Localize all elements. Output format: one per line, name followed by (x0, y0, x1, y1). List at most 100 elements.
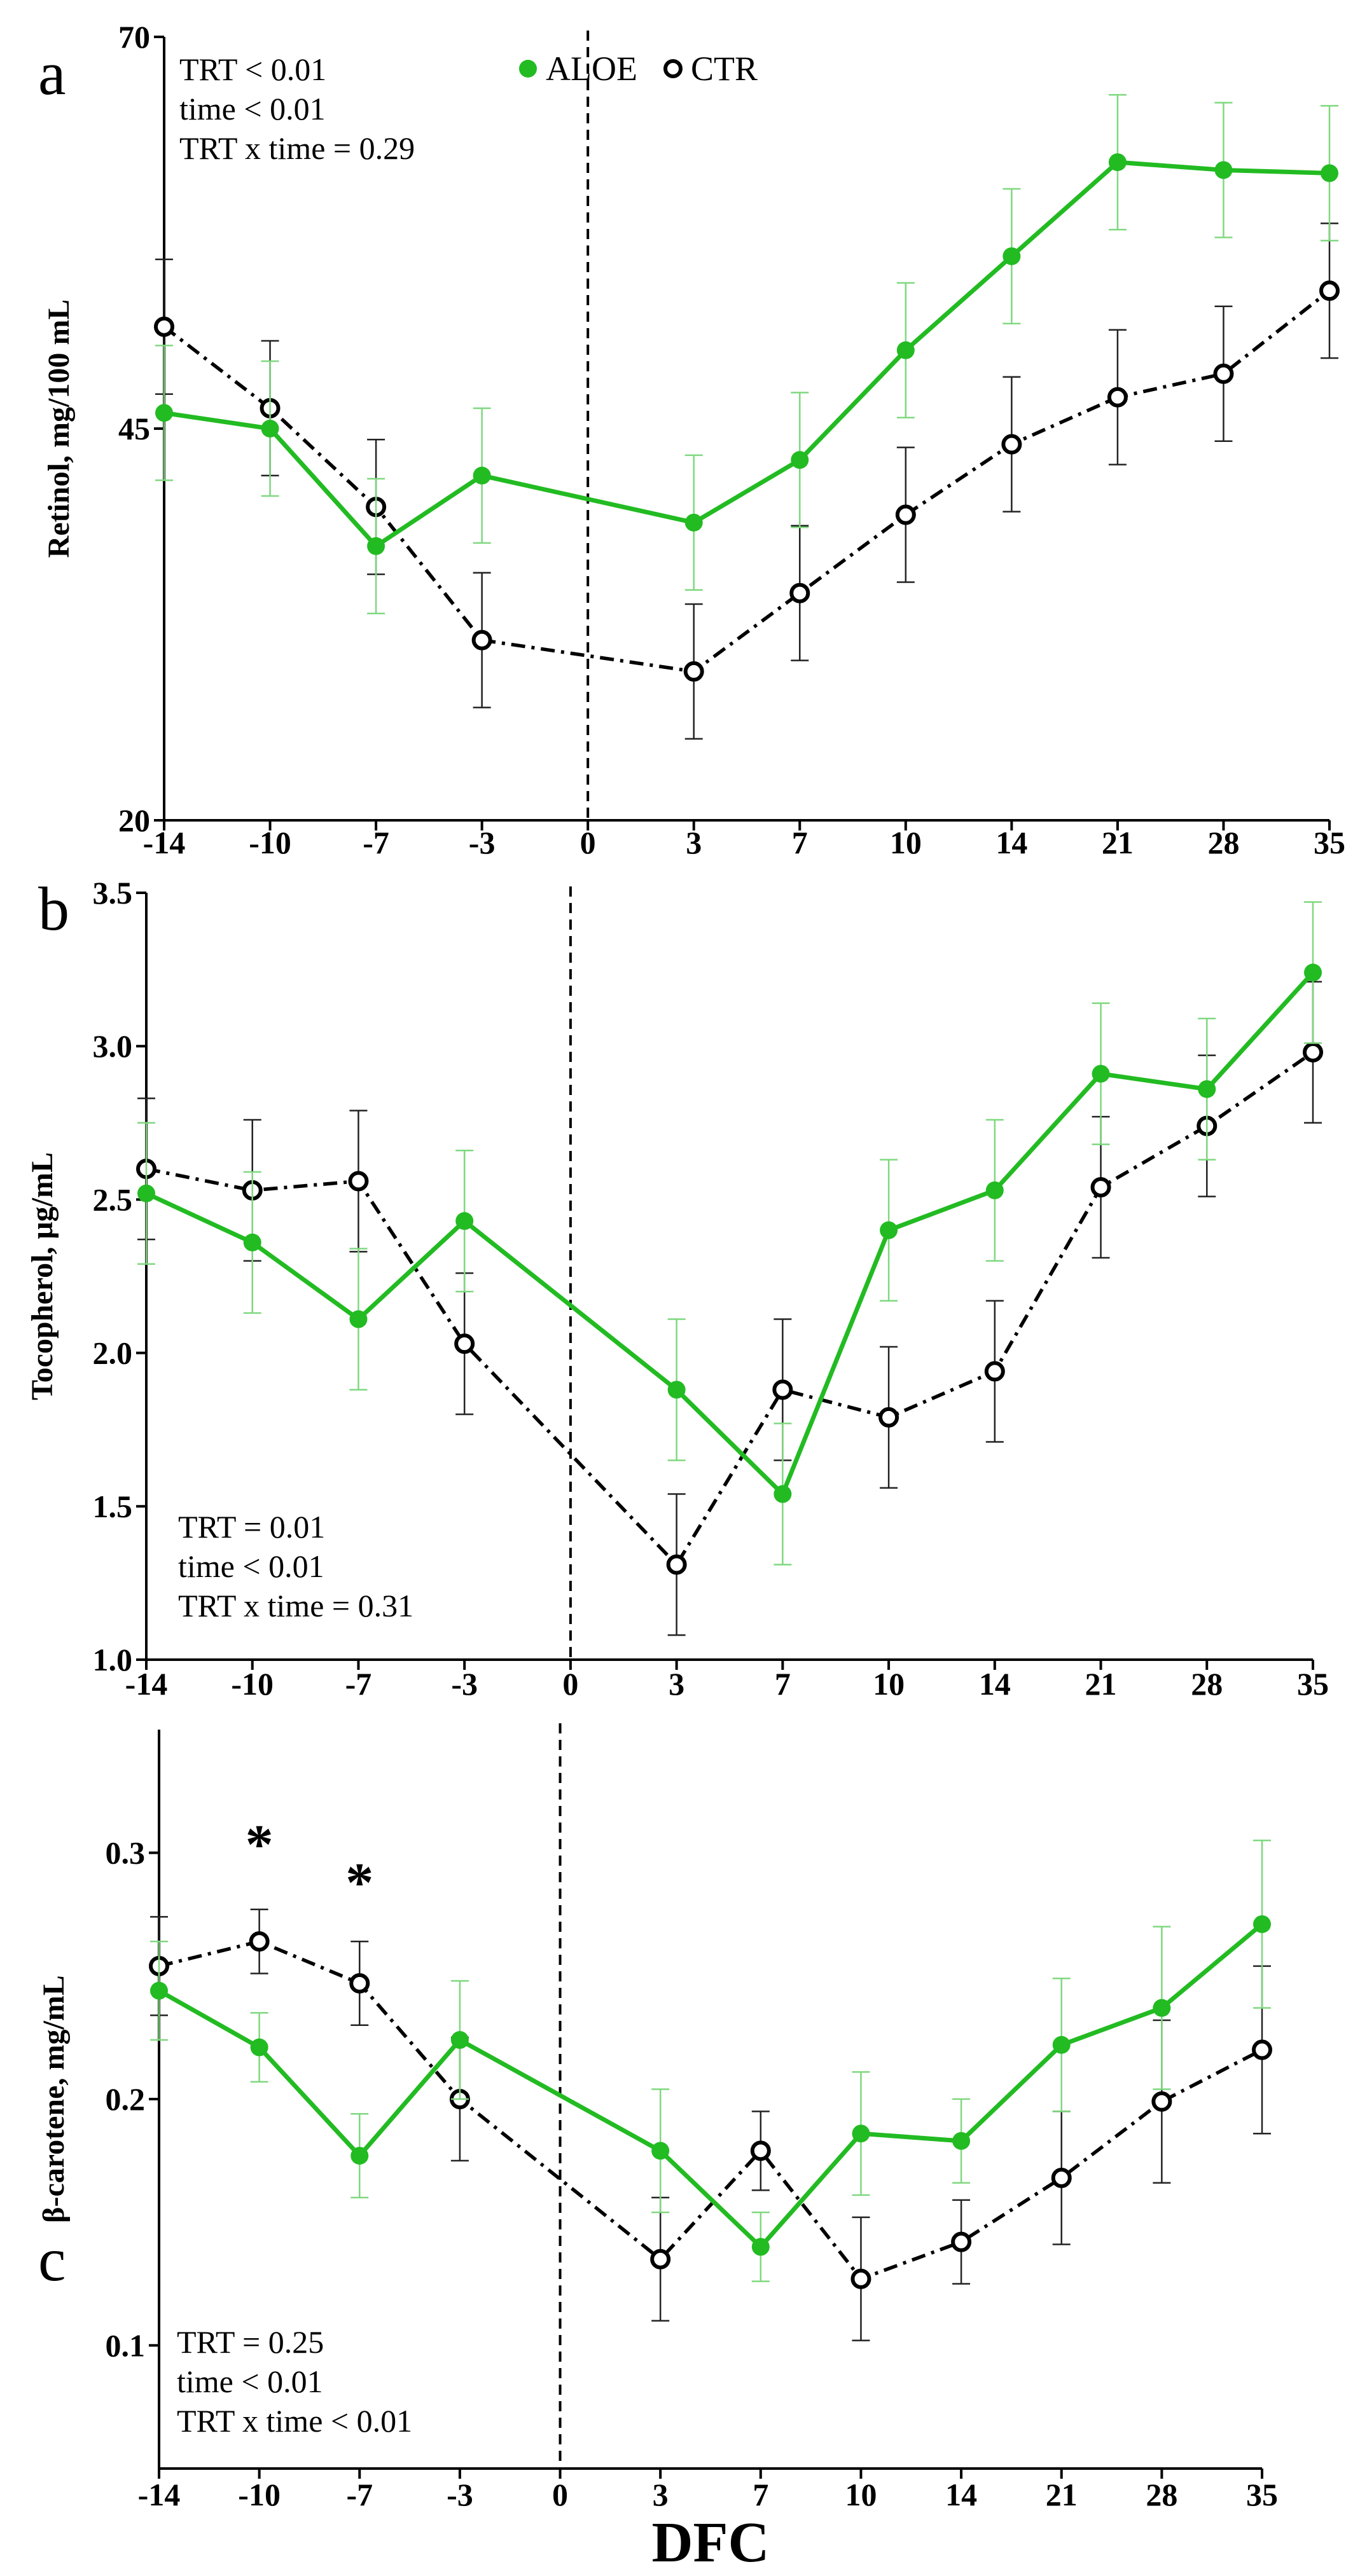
y-tick-label: 0.3 (106, 1835, 146, 1871)
series-ctr (154, 222, 1340, 740)
y-tick-label: 3.0 (93, 1028, 133, 1064)
x-tick-label: -7 (363, 825, 389, 860)
legend-marker-ctr (663, 59, 683, 78)
data-point (985, 1181, 1004, 1199)
data-point (1151, 2091, 1172, 2112)
data-point (349, 1310, 368, 1328)
x-tick-label: -10 (231, 1666, 274, 1702)
data-point (651, 2142, 670, 2160)
data-point (750, 2140, 771, 2161)
x-tick-label: 7 (792, 825, 808, 860)
x-tick-label: -3 (469, 825, 496, 860)
series-aloe (137, 901, 1322, 1566)
stats-line: time < 0.01 (179, 91, 326, 127)
series-aloe (155, 93, 1338, 615)
x-tick-label: 3 (669, 1666, 684, 1702)
data-point (1153, 1999, 1171, 2017)
panel-letter: b (38, 875, 69, 944)
series-line (146, 1050, 1314, 1567)
y-tick-label: 20 (118, 802, 150, 838)
data-point (350, 2147, 369, 2165)
x-tick-label: -7 (346, 2477, 373, 2512)
data-point (1214, 161, 1233, 179)
data-point (683, 661, 704, 682)
data-point (1253, 1915, 1271, 1933)
data-point (154, 316, 174, 337)
data-point (952, 2132, 971, 2150)
x-tick-label: 35 (1314, 825, 1345, 860)
series-line (163, 160, 1330, 549)
x-tick-label: 7 (775, 1666, 791, 1702)
data-point (473, 466, 491, 485)
x-tick-label: 0 (580, 825, 596, 860)
data-point (1213, 363, 1234, 384)
data-point (261, 420, 279, 437)
y-tick-label: 70 (118, 19, 150, 55)
x-tick-label: 21 (1046, 2477, 1078, 2512)
data-point (791, 451, 809, 469)
data-point (1003, 247, 1021, 265)
data-point (1303, 1042, 1323, 1063)
y-tick-label: 2.0 (93, 1335, 133, 1371)
data-point (666, 1554, 687, 1575)
x-tick-label: 14 (996, 825, 1027, 860)
data-point (1252, 2039, 1272, 2060)
data-point (880, 1221, 898, 1239)
y-tick-label: 3.5 (93, 875, 133, 911)
data-point (1052, 2035, 1071, 2054)
y-tick-label: 0.1 (106, 2327, 146, 2363)
x-tick-label: 35 (1246, 2477, 1278, 2512)
data-point (243, 1233, 261, 1251)
series-ctr (149, 1908, 1272, 2341)
x-tick-label: 28 (1191, 1666, 1223, 1702)
x-tick-label: -14 (125, 1666, 168, 1702)
data-point (1092, 1064, 1110, 1083)
x-tick-label: 35 (1297, 1666, 1329, 1702)
stats-line: TRT < 0.01 (179, 52, 326, 87)
data-point (1304, 963, 1322, 982)
x-tick-label: 21 (1085, 1666, 1117, 1702)
data-point (450, 2031, 469, 2049)
y-axis-label: β-carotene, mg/mL (37, 1975, 71, 2223)
x-tick-label: 28 (1146, 2477, 1177, 2512)
x-tick-label: -3 (447, 2477, 473, 2512)
data-point (348, 1171, 369, 1192)
series-line (158, 1922, 1264, 2249)
y-tick-label: 1.5 (93, 1489, 133, 1524)
data-point (650, 2249, 671, 2269)
x-tick-label: -10 (249, 825, 291, 860)
data-point (789, 582, 810, 603)
series-line (163, 289, 1331, 673)
significance-marker: * (345, 1852, 373, 1914)
data-point (471, 630, 492, 651)
chart-panel-c: c 0.1 0.2 0.3 -14 -10 -7 -3 0 3 7 10 14 21 28 35 β-carot… (37, 1723, 1278, 2574)
data-point (1319, 280, 1340, 301)
data-point (1107, 387, 1128, 408)
legend-label-aloe: ALOE (546, 50, 637, 88)
data-point (1001, 434, 1022, 455)
data-point (951, 2231, 972, 2252)
data-point (772, 1379, 793, 1400)
x-tick-label: 21 (1102, 825, 1134, 860)
series-line (158, 1939, 1263, 2281)
stats-line: TRT x time = 0.29 (179, 130, 415, 166)
x-tick-label: -14 (138, 2477, 181, 2512)
x-tick-label: 10 (845, 2477, 877, 2512)
data-point (1198, 1080, 1216, 1098)
stats-line: TRT = 0.01 (178, 1509, 325, 1545)
data-point (249, 1931, 270, 1952)
data-point (774, 1485, 792, 1503)
data-point (896, 341, 915, 359)
y-tick-label: 1.0 (93, 1642, 133, 1677)
data-point (454, 1333, 475, 1354)
data-point (667, 1381, 686, 1399)
data-point (852, 2125, 870, 2143)
x-tick-label: 28 (1207, 825, 1239, 860)
data-point (1051, 2167, 1072, 2188)
data-point (349, 1973, 370, 1994)
data-point (150, 1981, 168, 2000)
data-point (455, 1212, 474, 1230)
data-point (751, 2238, 770, 2256)
chart-panel-b: b 1.0 1.5 2.0 2.5 3.0 3.5 -14 -10 -7 -3 0 3 7 10 14 21 28… (25, 875, 1329, 1702)
